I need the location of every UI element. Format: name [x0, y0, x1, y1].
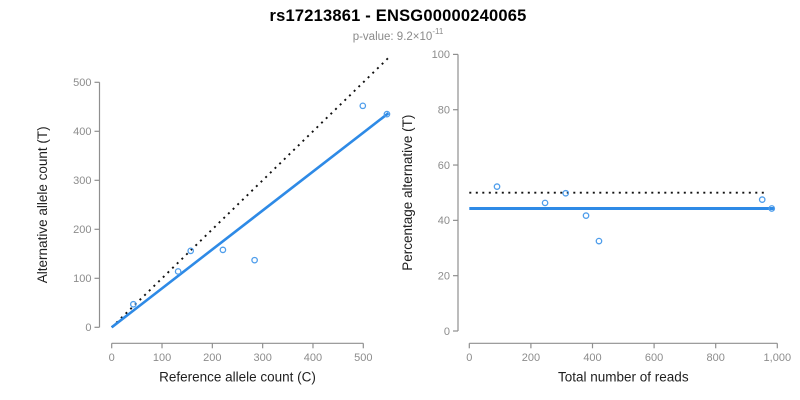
data-point	[129, 300, 137, 308]
figure-subtitle: p-value: 9.2×10-11	[0, 27, 796, 43]
y-tick-label: 0	[85, 322, 91, 334]
data-point	[562, 189, 570, 197]
x-axis-title: Total number of reads	[558, 369, 689, 384]
data-point	[595, 237, 603, 245]
y-tick-label: 100	[432, 49, 450, 61]
fit-line	[110, 112, 390, 329]
x-tick-label: 0	[109, 352, 115, 364]
data-point	[187, 247, 195, 255]
allele-counts-scatter: 0 100 200 300 400 500 0 100 200 300 400 500 Referenc…	[35, 56, 391, 384]
x-tick-label: 200	[522, 352, 540, 364]
x-tick-label: 800	[707, 352, 725, 364]
x-tick-label: 300	[253, 352, 271, 364]
x-tick-label: 100	[153, 352, 171, 364]
data-point	[174, 268, 182, 275]
y-tick-label: 40	[438, 215, 450, 227]
pvalue-exponent: -11	[432, 27, 444, 36]
data-point	[383, 110, 391, 118]
x-tick-label: 200	[203, 352, 221, 364]
identity-line	[111, 56, 390, 328]
data-point	[251, 256, 258, 264]
y-axis-title: Alternative allele count (T)	[35, 126, 50, 283]
x-tick-label: 400	[583, 352, 601, 364]
x-axis-title: Reference allele count (C)	[159, 369, 316, 384]
y-tick-label: 60	[438, 160, 450, 172]
y-tick-label: 200	[73, 224, 91, 236]
data-point	[219, 246, 227, 254]
x-tick-label: 1,000	[764, 352, 792, 364]
data-point	[768, 205, 776, 212]
y-tick-label: 20	[438, 270, 450, 282]
x-tick-label: 400	[304, 352, 322, 364]
figure-title-text: rs17213861 - ENSG00000240065	[269, 7, 527, 25]
data-point	[582, 212, 590, 220]
pvalue-text: p-value: 9.2×10	[352, 31, 433, 43]
y-axis-title: Percentage alternative (T)	[400, 115, 415, 271]
y-tick-label: 80	[438, 105, 450, 117]
y-tick-label: 0	[444, 326, 450, 338]
data-point	[541, 199, 549, 207]
x-tick-label: 500	[354, 352, 372, 364]
percentage-vs-reads-scatter: 0 20 40 60 80 100 0 200 400 600 800 1,000 Total numb…	[400, 49, 791, 384]
y-tick-label: 300	[73, 175, 91, 187]
page-title: rs17213861 - ENSG00000240065	[0, 7, 796, 26]
data-point	[493, 183, 501, 190]
y-tick-label: 500	[73, 77, 91, 89]
data-point	[359, 102, 367, 110]
x-tick-label: 600	[645, 352, 663, 364]
x-tick-label: 0	[466, 352, 472, 364]
data-point	[758, 196, 766, 203]
y-tick-label: 400	[73, 126, 91, 138]
y-tick-label: 100	[73, 273, 91, 285]
